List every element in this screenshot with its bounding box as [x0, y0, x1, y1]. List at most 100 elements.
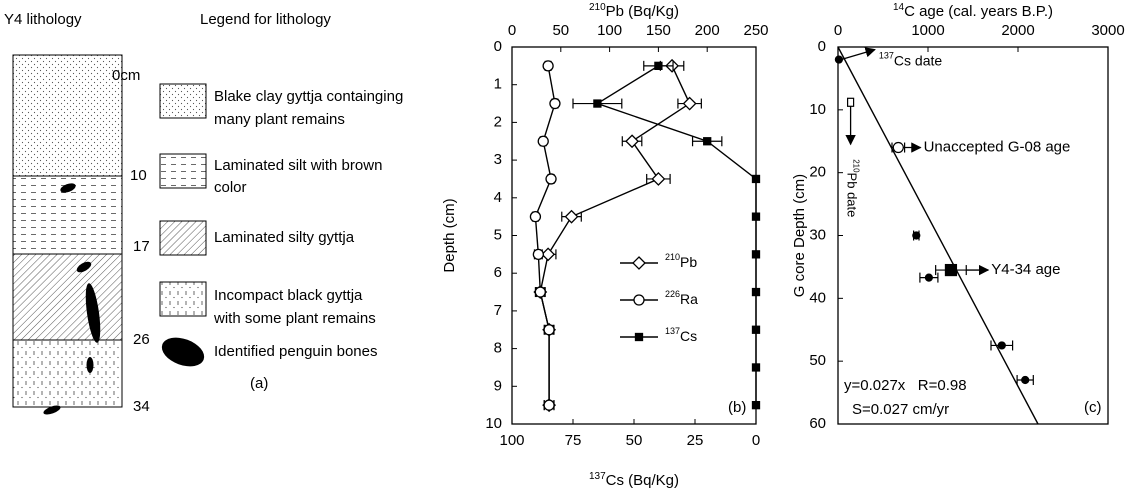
depth-label: 0cm — [112, 67, 140, 84]
annotation: 137Cs date — [879, 51, 942, 68]
series-line — [534, 65, 556, 406]
data-point — [543, 399, 555, 411]
x-axis-label: 210Pb (Bq/Kg) — [589, 2, 679, 20]
x-tick-label: 100 — [597, 22, 622, 39]
legend-label-main: Cs — [680, 328, 697, 344]
data-point — [541, 247, 556, 262]
data-point — [549, 97, 561, 110]
data-point — [532, 248, 545, 261]
data-point — [654, 61, 663, 70]
depth-label: 34 — [133, 398, 150, 415]
x2-tick-label: 50 — [626, 432, 643, 449]
depth-label: 10 — [130, 167, 147, 184]
legend-label-sup: 137 — [665, 326, 680, 336]
legend-label: 210Pb — [665, 252, 697, 269]
y-tick-label: 5 — [494, 226, 502, 243]
arrow — [840, 47, 876, 61]
data-point — [751, 400, 761, 410]
data-point — [751, 363, 761, 372]
annotation-main: Cs date — [894, 52, 942, 68]
x-tick-label: 3000 — [1091, 22, 1124, 39]
legend-label: 137Cs — [665, 326, 697, 343]
annotation-sup: 137 — [879, 51, 894, 61]
data-point — [751, 174, 761, 184]
data-point — [997, 341, 1006, 350]
x-tick-label: 1000 — [911, 22, 944, 39]
bone — [86, 357, 94, 373]
data-point — [703, 137, 712, 146]
data-point — [892, 141, 904, 154]
legend-text: color — [214, 179, 247, 196]
lithology-title: Y4 lithology — [4, 11, 82, 28]
data-point — [564, 209, 579, 224]
x-axis-label: 14C age (cal. years B.P.) — [893, 2, 1053, 20]
legend-marker — [632, 256, 646, 270]
legend-label-sup: 226 — [665, 289, 680, 299]
x2-tick-label: 0 — [752, 432, 760, 449]
x-tick-label: 0 — [508, 22, 516, 39]
y-tick-label: 3 — [494, 151, 502, 168]
legend-marker — [633, 294, 645, 306]
x-tick-label: 200 — [695, 22, 720, 39]
data-point — [651, 172, 666, 186]
annotation: Unaccepted G-08 age — [924, 139, 1071, 156]
bone — [85, 283, 101, 343]
legend-swatch — [159, 281, 207, 317]
legend-swatch — [159, 153, 207, 189]
data-point — [1021, 375, 1030, 385]
legend-label-main: Ra — [680, 291, 698, 307]
x-tick-label: 2000 — [1001, 22, 1034, 39]
legend-label-main: Pb — [680, 254, 697, 270]
data-point — [625, 134, 639, 149]
series-line — [595, 65, 757, 406]
legend-swatch — [161, 337, 205, 367]
x2-tick-label: 75 — [565, 432, 582, 449]
legend-text: many plant remains — [214, 111, 345, 128]
y-tick-label: 8 — [494, 340, 502, 357]
x-axis-label-sup: 210 — [589, 2, 606, 13]
fit-line — [837, 46, 1039, 425]
data-point — [751, 250, 761, 259]
legend-text: Incompact black gyttja — [214, 287, 363, 304]
data-point — [593, 99, 602, 108]
y-tick-label: 50 — [809, 352, 826, 369]
x-tick-label: 0 — [834, 22, 842, 39]
legend-label: 226Ra — [665, 289, 698, 306]
legend-text: Laminated silt with brown — [214, 157, 382, 174]
data-point — [529, 210, 542, 223]
y-axis-label: G core Depth (cm) — [791, 174, 808, 297]
y-tick-label: 4 — [494, 189, 502, 206]
y-tick-label: 30 — [809, 226, 826, 243]
bone — [76, 261, 92, 273]
y-tick-label: 2 — [494, 113, 502, 130]
legend-swatch — [159, 83, 207, 119]
x2-axis-label-sup: 137 — [589, 471, 606, 482]
x-axis-label-main: C age (cal. years B.P.) — [904, 3, 1053, 20]
x-tick-label: 150 — [646, 22, 671, 39]
y-tick-label: 9 — [494, 377, 502, 394]
x-axis-label-sup: 14 — [893, 2, 905, 13]
data-point — [944, 263, 958, 277]
annotation: y=0.027x R=0.98 — [844, 377, 967, 394]
data-point — [751, 212, 761, 221]
data-point — [545, 173, 557, 185]
y-tick-label: 0 — [494, 38, 502, 55]
data-point — [682, 96, 697, 111]
legend-marker — [634, 332, 644, 342]
lithology-legend: Blake clay gyttja containging many plant… — [159, 83, 403, 367]
panel-label: (a) — [250, 375, 268, 392]
legend-text: Blake clay gyttja containging — [214, 88, 403, 105]
data-point — [912, 231, 921, 240]
legend-text: Identified penguin bones — [214, 343, 377, 360]
plot-frame — [837, 46, 1109, 425]
y-tick-label: 0 — [818, 38, 826, 55]
annotation: 210Pb date — [844, 159, 860, 217]
annotation-sup: 210 — [851, 159, 860, 173]
lithology-column — [12, 54, 123, 415]
y-tick-label: 6 — [494, 264, 502, 281]
depth-label: 17 — [133, 238, 150, 255]
data-point — [751, 325, 761, 334]
y-tick-label: 7 — [494, 302, 502, 319]
x-tick-label: 250 — [743, 22, 768, 39]
